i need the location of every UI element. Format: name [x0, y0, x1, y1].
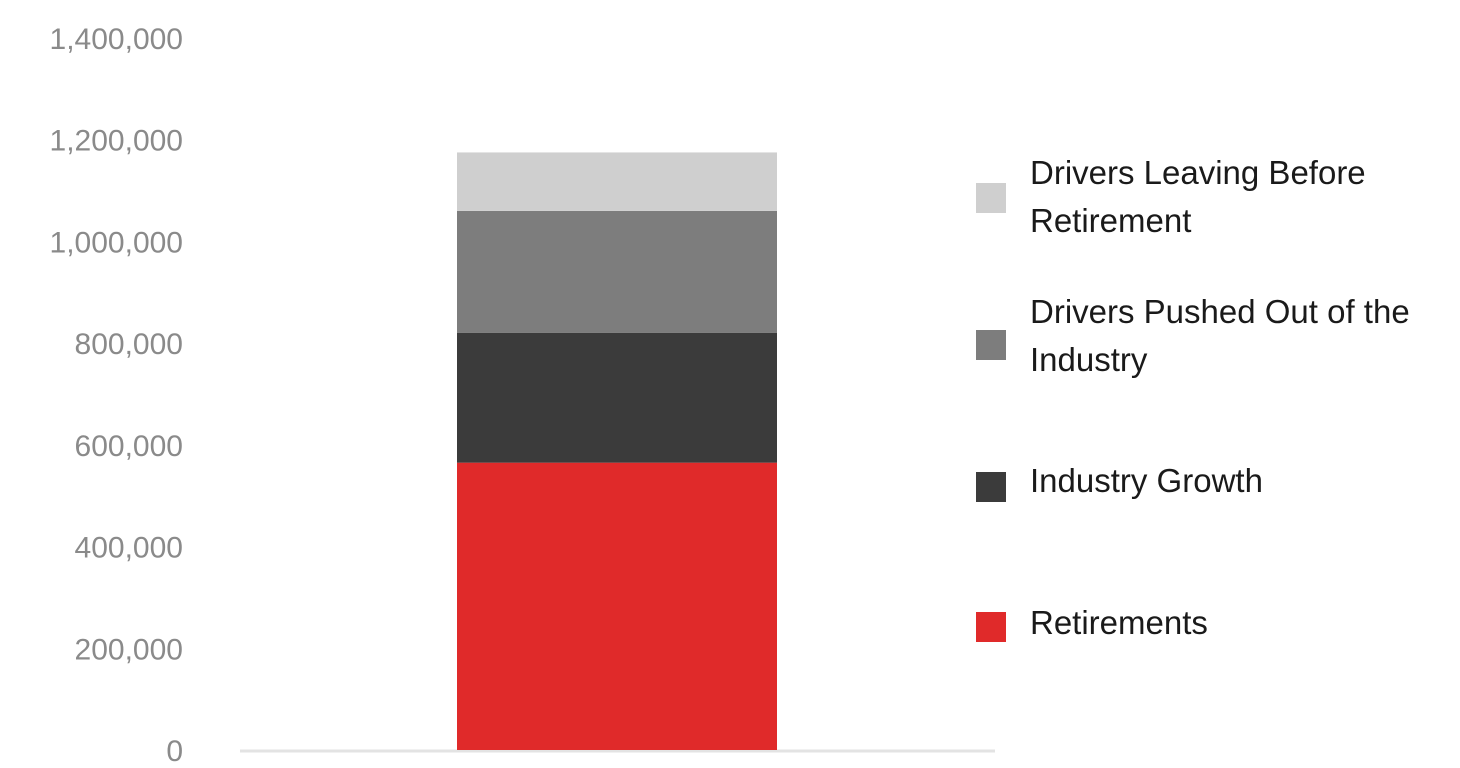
legend-item-drivers-pushed-out-of-the-industry: Drivers Pushed Out of the Industry	[976, 293, 1410, 378]
bar-segment-retirements	[457, 463, 777, 750]
legend-label: Retirements	[1030, 604, 1208, 641]
bar-segment-drivers-leaving-before-retirement	[457, 152, 777, 210]
y-tick-label: 1,400,000	[50, 23, 183, 56]
bar-stack	[457, 152, 777, 750]
y-tick-label: 1,200,000	[50, 125, 183, 158]
y-tick-label: 400,000	[75, 532, 183, 565]
legend-label: Drivers Pushed Out of the	[1030, 293, 1410, 330]
y-axis: 0 200,000 400,000 600,000 800,000 1,000,000 1,…	[50, 23, 183, 768]
legend: Drivers Leaving BeforeRetirementDrivers …	[976, 154, 1410, 642]
legend-item-drivers-leaving-before-retirement: Drivers Leaving Before Retirement	[976, 154, 1366, 239]
legend-label: Industry Growth	[1030, 462, 1263, 499]
y-tick-label: 200,000	[75, 633, 183, 666]
legend-item-retirements: Retirements	[976, 604, 1208, 642]
bar-segment-industry-growth	[457, 333, 777, 463]
y-tick-label: 800,000	[75, 328, 183, 361]
y-tick-label: 0	[166, 735, 183, 768]
y-tick-label: 1,000,000	[50, 226, 183, 259]
legend-item-industry-growth: Industry Growth	[976, 462, 1263, 502]
legend-label: Retirement	[1030, 202, 1191, 239]
y-tick-label: 600,000	[75, 430, 183, 463]
bar-segment-drivers-pushed-out-of-the-industry	[457, 211, 777, 333]
legend-swatch	[976, 183, 1006, 213]
legend-swatch	[976, 612, 1006, 642]
legend-label: Industry	[1030, 341, 1148, 378]
legend-swatch	[976, 472, 1006, 502]
legend-swatch	[976, 330, 1006, 360]
legend-label: Drivers Leaving Before	[1030, 154, 1366, 191]
